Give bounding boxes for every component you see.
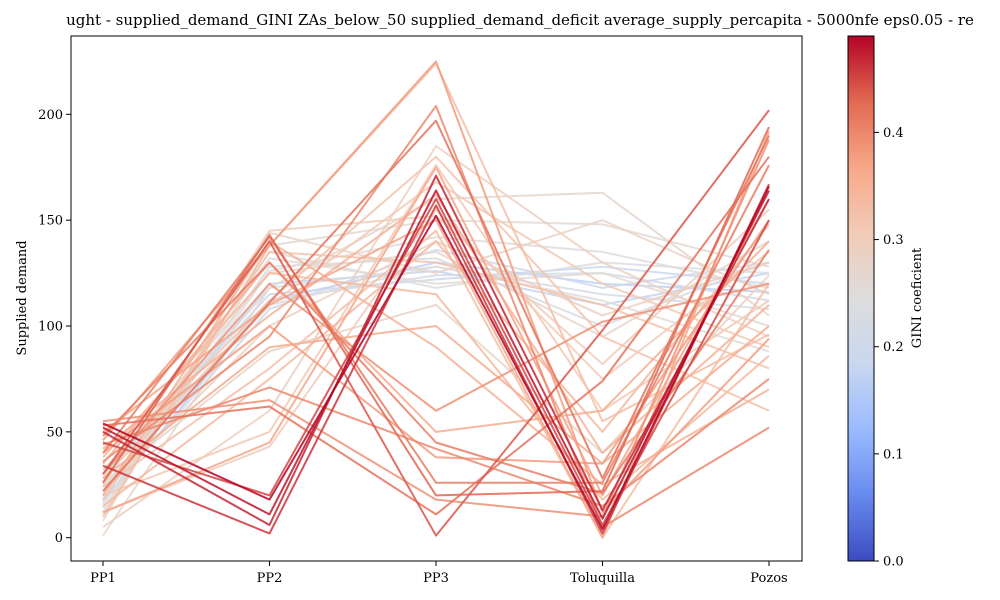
x-tick-label: Pozos (750, 571, 787, 586)
series-line-43 (102, 236, 770, 509)
colorbar (847, 35, 875, 562)
y-tick-label: 200 (38, 108, 63, 123)
series-line-48 (102, 248, 770, 501)
colorbar-tick-label: 0.3 (883, 233, 904, 248)
y-tick-label: 100 (38, 320, 63, 335)
series-line-49 (102, 265, 770, 475)
colorbar-tick-label: 0.1 (883, 447, 904, 462)
series-line-15 (102, 282, 770, 475)
x-tick-label: PP3 (423, 571, 449, 586)
chart-title: ught - supplied_demand_GINI ZAs_below_50… (66, 11, 974, 29)
y-axis-label: Supplied demand (15, 240, 30, 355)
series-lines (102, 60, 770, 539)
series-line-25 (102, 272, 770, 501)
series-line-32 (102, 208, 770, 514)
x-tick-label: PP1 (90, 571, 116, 586)
series-line-37 (102, 274, 770, 484)
y-tick-label: 150 (38, 214, 63, 229)
series-line-30 (102, 164, 770, 497)
series-line-3 (102, 174, 770, 526)
series-line-2 (102, 189, 770, 520)
series-line-5 (102, 198, 770, 526)
series-line-34 (102, 145, 770, 528)
x-tick-label: Toluquilla (570, 571, 635, 586)
series-line-21 (102, 240, 770, 465)
series-line-17 (102, 219, 770, 465)
series-line-9 (102, 156, 770, 516)
series-line-13 (102, 378, 770, 507)
colorbar-ticks: 0.0 0.1 0.2 0.3 0.4 (874, 126, 904, 570)
series-line-1 (102, 185, 770, 531)
series-line-10 (102, 164, 770, 484)
colorbar-tick-label: 0.0 (883, 555, 904, 570)
y-axis: 0 50 100 150 200 (38, 108, 71, 546)
y-tick-label: 50 (46, 425, 63, 440)
colorbar-label: GINI coeficient (910, 247, 925, 348)
series-line-18 (102, 166, 770, 514)
series-line-8 (102, 119, 770, 492)
colorbar-tick-label: 0.4 (883, 126, 904, 141)
x-axis: PP1 PP2 PP3 Toluquilla Pozos (90, 561, 788, 586)
series-line-12 (102, 104, 770, 529)
x-tick-label: PP2 (257, 571, 283, 586)
y-tick-label: 0 (55, 531, 63, 546)
colorbar-tick-label: 0.2 (883, 340, 904, 355)
series-line-6 (102, 109, 770, 537)
